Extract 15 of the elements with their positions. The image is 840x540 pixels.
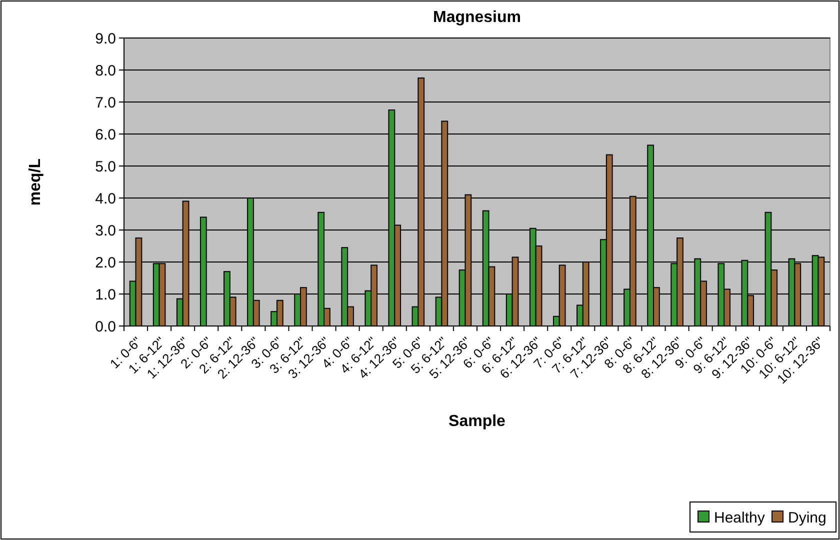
x-axis-title: Sample xyxy=(448,413,506,430)
chart-title: Magnesium xyxy=(432,9,522,26)
y-tick-label: 6.0 xyxy=(95,126,116,144)
y-tick-label: 3.0 xyxy=(95,222,116,240)
y-tick-label: 1.0 xyxy=(95,286,116,304)
legend-label: Dying xyxy=(788,509,826,526)
y-tick-label: 8.0 xyxy=(95,62,116,80)
y-tick-label: 5.0 xyxy=(95,158,116,176)
y-tick-label: 2.0 xyxy=(95,254,116,272)
y-tick-label: 9.0 xyxy=(95,30,116,48)
y-tick-label: 4.0 xyxy=(95,190,116,208)
y-tick-label: 7.0 xyxy=(95,94,116,112)
y-tick-label: 0.0 xyxy=(95,318,116,336)
legend-label: Healthy xyxy=(714,509,766,526)
y-axis-title: meq/L xyxy=(27,158,44,206)
